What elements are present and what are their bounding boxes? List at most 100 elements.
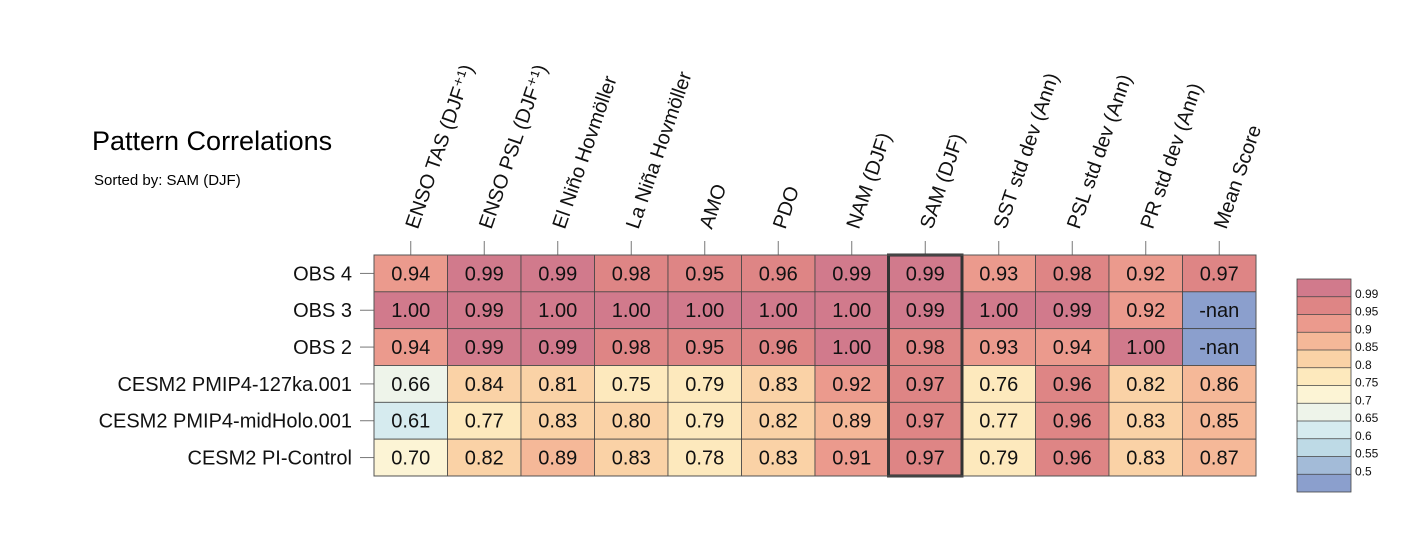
colorbar-swatch <box>1297 438 1351 457</box>
column-label: SAM (DJF) <box>916 131 969 232</box>
colorbar-label: 0.85 <box>1355 340 1379 354</box>
heatmap-cell <box>373 254 448 293</box>
heatmap-cell <box>814 365 889 403</box>
cell-value: 0.83 <box>759 448 798 470</box>
heatmap-cell <box>1182 291 1257 330</box>
cell-value: 1.00 <box>759 300 798 322</box>
colorbar-label: 0.55 <box>1355 447 1379 461</box>
colorbar-swatch <box>1297 474 1351 492</box>
cell-value: 1.00 <box>685 300 724 322</box>
heatmap-cell <box>814 401 889 440</box>
cell-value: 0.82 <box>1126 374 1165 396</box>
cell-value: 0.85 <box>1200 411 1239 433</box>
chart-title: Pattern Correlations <box>92 126 333 156</box>
cell-value: 1.00 <box>612 300 651 322</box>
heatmap-cell <box>741 438 816 477</box>
heatmap-cell <box>961 254 1036 293</box>
heatmap-cell <box>594 438 669 477</box>
cell-value: 0.98 <box>1053 263 1092 285</box>
column-label: PDO <box>769 183 804 231</box>
cell-value: 0.83 <box>759 374 798 396</box>
heatmap-cell <box>888 328 963 366</box>
column-label: AMO <box>696 181 732 231</box>
heatmap-cell <box>741 254 816 293</box>
cell-value: 0.91 <box>832 448 871 470</box>
heatmap-cell <box>667 254 742 293</box>
colorbar-label: 0.7 <box>1355 393 1372 407</box>
heatmap-cell <box>888 291 963 330</box>
row-label: CESM2 PI-Control <box>188 448 353 470</box>
cell-value: 0.87 <box>1200 448 1239 470</box>
heatmap-cell <box>741 401 816 440</box>
colorbar: 0.99 0.95 0.9 0.85 0.8 0.75 0.7 0.65 0.6 0.55 0.5 <box>1296 278 1379 493</box>
cell-value: 0.80 <box>612 411 651 433</box>
cell-value: 0.84 <box>465 374 504 396</box>
heatmap-overlay <box>373 253 1257 478</box>
cell-value: -nan <box>1199 337 1239 359</box>
heatmap-cell <box>888 438 963 477</box>
heatmap-cell <box>1108 438 1183 477</box>
cell-value: 0.96 <box>1053 448 1092 470</box>
colorbar-swatch <box>1297 403 1351 421</box>
cell-value: 0.79 <box>979 448 1018 470</box>
cell-value: 0.97 <box>1200 263 1239 285</box>
cell-value: 0.82 <box>465 448 504 470</box>
cell-value: 1.00 <box>832 337 871 359</box>
column-label: PR std dev (Ann) <box>1137 80 1207 231</box>
heatmap-cell <box>447 401 522 440</box>
cell-value: 0.77 <box>979 411 1018 433</box>
cell-value: 0.81 <box>538 374 577 396</box>
cell-value: 1.00 <box>832 300 871 322</box>
cell-value: 0.83 <box>538 411 577 433</box>
cell-value: 0.78 <box>685 448 724 470</box>
colorbar-swatch <box>1297 385 1351 404</box>
cell-value: 0.94 <box>391 337 430 359</box>
heatmap-cell <box>594 254 669 293</box>
cell-value: 0.76 <box>979 374 1018 396</box>
heatmap-cell <box>373 328 448 366</box>
cell-value: 0.89 <box>538 448 577 470</box>
heatmap-cell <box>1035 438 1110 477</box>
heatmap-cell <box>447 291 522 330</box>
cell-value: 0.98 <box>612 337 651 359</box>
cell-value: 0.83 <box>1126 411 1165 433</box>
cell-value: 0.66 <box>391 374 430 396</box>
heatmap-cell <box>1182 401 1257 440</box>
cell-value: 0.99 <box>465 263 504 285</box>
cell-value: 0.99 <box>538 337 577 359</box>
cell-value: 0.94 <box>391 263 430 285</box>
cell-value: 0.92 <box>1126 300 1165 322</box>
colorbar-label: 0.9 <box>1355 322 1372 336</box>
cell-value: 0.93 <box>979 337 1018 359</box>
cell-value: 0.99 <box>465 337 504 359</box>
column-labels: ENSO TAS (DJF⁺¹)ENSO PSL (DJF⁺¹)El Niño … <box>402 62 1266 255</box>
cell-value: 0.96 <box>759 263 798 285</box>
heatmap-border <box>373 254 1257 477</box>
heatmap-cell <box>1108 291 1183 330</box>
colorbar-swatch <box>1297 367 1351 386</box>
cell-value: 0.75 <box>612 374 651 396</box>
colorbar-border <box>1296 278 1352 493</box>
colorbar-swatch <box>1297 332 1351 350</box>
column-label: La Niña Hovmöller <box>622 69 696 232</box>
cell-value: -nan <box>1199 300 1239 322</box>
cell-value: 0.96 <box>759 337 798 359</box>
cell-value: 0.99 <box>1053 300 1092 322</box>
heatmap-cell <box>1035 365 1110 403</box>
colorbar-label: 0.75 <box>1355 376 1379 390</box>
heatmap-cell <box>373 291 448 330</box>
cell-value: 1.00 <box>391 300 430 322</box>
heatmap-cell <box>667 328 742 366</box>
cell-value: 0.95 <box>685 263 724 285</box>
column-label: NAM (DJF) <box>843 130 896 232</box>
colorbar-swatch <box>1297 350 1351 368</box>
cell-value: 0.99 <box>538 263 577 285</box>
cell-value: 0.86 <box>1200 374 1239 396</box>
colorbar-label: 0.99 <box>1355 287 1379 301</box>
heatmap-cell <box>1108 365 1183 403</box>
colorbar-label: 0.6 <box>1355 429 1372 443</box>
colorbar-swatch <box>1297 296 1351 315</box>
column-label: PSL std dev (Ann) <box>1063 72 1136 232</box>
heatmap-cell <box>1035 291 1110 330</box>
column-label: El Niño Hovmöller <box>549 73 622 232</box>
